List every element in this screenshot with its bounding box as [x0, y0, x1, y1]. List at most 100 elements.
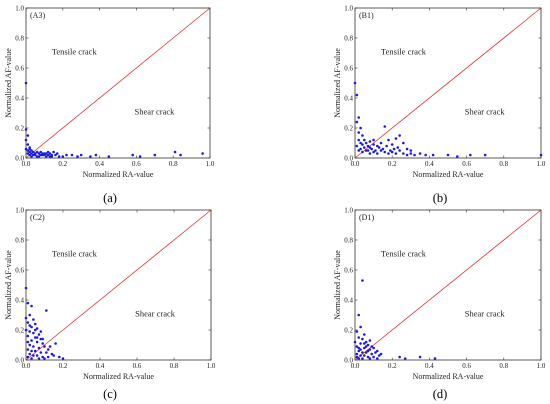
data-point: [379, 352, 383, 356]
data-point: [366, 349, 370, 353]
data-point: [469, 153, 472, 157]
data-point: [376, 349, 379, 353]
data-point: [35, 340, 39, 344]
region-label-tensile: Tensile crack: [381, 47, 427, 57]
data-point: [65, 153, 68, 157]
region-label-tensile: Tensile crack: [381, 249, 427, 259]
data-point: [41, 342, 44, 345]
data-point: [387, 138, 390, 142]
panel-label: (C2): [30, 213, 45, 222]
x-tick-label: 0.8: [169, 160, 178, 168]
data-point: [366, 149, 370, 152]
data-point: [61, 357, 65, 360]
data-point: [24, 138, 28, 142]
data-point: [372, 346, 375, 350]
data-point: [33, 328, 37, 332]
data-point: [89, 155, 92, 158]
panel-label: (B1): [359, 11, 374, 20]
data-point: [364, 149, 368, 152]
data-point: [372, 355, 375, 359]
x-tick-label: 0.0: [351, 160, 360, 168]
data-point: [39, 337, 43, 341]
data-point: [418, 355, 422, 359]
data-point: [363, 342, 366, 345]
x-tick-label: 0.0: [351, 362, 360, 370]
data-point: [402, 152, 405, 155]
data-point: [35, 155, 39, 158]
data-point: [387, 152, 390, 155]
x-tick-label: 1.0: [206, 160, 215, 168]
data-point: [39, 351, 43, 354]
data-point: [39, 330, 43, 333]
data-point: [35, 336, 39, 339]
data-point: [26, 340, 30, 344]
data-point: [394, 152, 398, 155]
data-point: [26, 348, 30, 351]
data-point: [368, 348, 372, 351]
data-point: [403, 357, 407, 360]
data-point: [357, 313, 361, 317]
data-point: [357, 131, 361, 134]
data-point: [398, 355, 401, 359]
data-point: [107, 155, 111, 158]
data-point: [179, 153, 182, 157]
data-point: [370, 345, 374, 348]
data-point: [372, 150, 375, 154]
data-point: [357, 336, 361, 339]
y-tick-label: 0.2: [344, 125, 353, 133]
y-tick-label: 1.0: [344, 5, 353, 13]
data-point: [389, 149, 392, 152]
data-point: [54, 153, 57, 157]
y-tick-label: 0.6: [344, 65, 353, 73]
data-point: [394, 137, 398, 140]
data-point: [48, 345, 52, 348]
data-point: [48, 152, 52, 155]
chart-panel-1: 0.0 0.2 0.4 0.6 0.8 1.0 0.0 0.2 0.4 0.6 0.8 1.0 Norm…: [4, 5, 215, 180]
data-point: [33, 336, 37, 339]
data-point: [41, 337, 44, 341]
data-point: [372, 143, 375, 146]
x-axis-label: Normalized RA-value: [83, 170, 154, 179]
data-point: [355, 355, 359, 359]
data-point: [359, 348, 362, 351]
x-axis-label: Normalized RA-value: [83, 372, 154, 381]
data-point: [355, 93, 359, 97]
x-tick-label: 0.2: [388, 362, 397, 370]
plot-frame: [354, 209, 542, 361]
data-point: [409, 152, 413, 155]
data-point: [379, 149, 383, 152]
data-point: [355, 352, 359, 356]
y-tick-label: 0.6: [15, 267, 24, 275]
data-point: [359, 325, 362, 329]
data-point: [24, 128, 28, 131]
data-point: [353, 340, 357, 344]
x-tick-label: 0.8: [499, 160, 508, 168]
divider-line: [354, 7, 542, 159]
data-point: [357, 149, 361, 152]
region-label-shear: Shear crack: [465, 309, 506, 319]
y-tick-label: 0.0: [15, 155, 24, 163]
divider-line: [25, 7, 211, 159]
data-point: [201, 152, 204, 155]
y-axis-label: Normalized AF-value: [333, 250, 342, 320]
data-point: [376, 144, 379, 148]
y-tick-label: 0.8: [15, 35, 24, 43]
data-point: [57, 155, 61, 158]
data-point: [424, 153, 427, 157]
data-point: [402, 141, 405, 145]
data-point: [79, 153, 83, 157]
data-point: [30, 325, 33, 329]
data-point: [41, 355, 44, 359]
data-point: [390, 150, 394, 154]
data-point: [173, 150, 177, 154]
data-point: [409, 149, 413, 152]
y-tick-label: 0.4: [344, 297, 353, 305]
data-point: [54, 342, 57, 345]
data-point: [46, 348, 50, 351]
x-tick-label: 1.0: [207, 362, 216, 370]
y-tick-label: 0.2: [344, 327, 353, 335]
data-point: [50, 352, 54, 356]
data-point: [361, 279, 364, 282]
data-point: [361, 143, 364, 146]
panel-label: (A3): [30, 11, 45, 20]
